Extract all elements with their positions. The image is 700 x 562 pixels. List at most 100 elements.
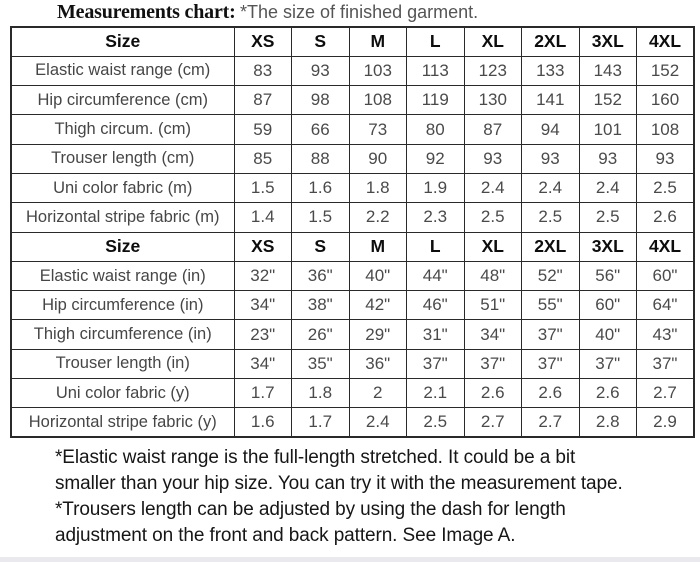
table-row: Hip circumference (in) 34" 38" 42" 46" 51" 55"… (10, 290, 695, 321)
cell-value: 37" (521, 319, 580, 350)
size-header-2xl: 2XL (521, 231, 580, 262)
cell-value: 80 (406, 114, 465, 145)
row-label: Thigh circumference (in) (10, 319, 235, 350)
cell-value: 34" (233, 348, 292, 380)
footnote-line: adjustment on the front and back pattern… (55, 525, 516, 547)
size-header-label: Size (10, 26, 235, 57)
row-label: Horizontal stripe fabric (y) (10, 407, 235, 438)
cell-value: 93 (291, 55, 350, 87)
cell-value: 26" (291, 319, 350, 350)
footnote-line: *Trousers length can be adjusted by usin… (55, 499, 566, 521)
cell-value: 160 (636, 85, 695, 116)
cell-value: 103 (348, 55, 407, 87)
cell-value: 52" (521, 260, 580, 292)
cell-value: 40" (348, 260, 407, 292)
table-row: Horizontal stripe fabric (y) 1.6 1.7 2.4 2.5… (10, 407, 695, 438)
cell-value: 133 (521, 55, 580, 87)
cell-value: 2.4 (578, 172, 637, 204)
cell-value: 2.7 (463, 407, 522, 438)
cell-value: 48" (463, 260, 522, 292)
cell-value: 1.7 (291, 407, 350, 438)
cell-value: 34" (233, 290, 292, 321)
size-header-3xl: 3XL (578, 231, 637, 262)
row-label: Elastic waist range (cm) (10, 55, 235, 87)
cell-value: 2.5 (521, 202, 580, 233)
cell-value: 2.8 (578, 407, 637, 438)
cell-value: 66 (291, 114, 350, 145)
row-label: Horizontal stripe fabric (m) (10, 202, 235, 233)
cell-value: 87 (463, 114, 522, 145)
footnote-line: *Elastic waist range is the full-length … (55, 447, 576, 469)
size-header-row: Size XS S M L XL 2XL 3XL 4XL (10, 231, 695, 262)
cell-value: 123 (463, 55, 522, 87)
cell-value: 2.6 (578, 378, 637, 409)
size-header-m: M (348, 231, 407, 262)
row-label: Hip circumference (cm) (10, 85, 235, 116)
row-label: Uni color fabric (m) (10, 172, 235, 204)
size-header-4xl: 4XL (636, 26, 695, 57)
cell-value: 2.6 (463, 378, 522, 409)
cell-value: 94 (521, 114, 580, 145)
cell-value: 2.4 (521, 172, 580, 204)
cell-value: 60" (578, 290, 637, 321)
row-label: Uni color fabric (y) (10, 378, 235, 409)
chart-title-bold: Measurements chart: (57, 1, 236, 23)
cell-value: 2.5 (578, 202, 637, 233)
cell-value: 93 (463, 143, 522, 174)
cell-value: 92 (406, 143, 465, 174)
row-label: Hip circumference (in) (10, 290, 235, 321)
table-row: Uni color fabric (m) 1.5 1.6 1.8 1.9 2.4 2.4 2.… (10, 172, 695, 204)
cell-value: 2.7 (636, 378, 695, 409)
table-row: Trouser length (cm) 85 88 90 92 93 93 93 93 (10, 143, 695, 174)
cell-value: 2.6 (521, 378, 580, 409)
measurements-table: Size XS S M L XL 2XL 3XL 4XL Elastic waist range … (10, 26, 695, 439)
cell-value: 152 (636, 55, 695, 87)
cell-value: 119 (406, 85, 465, 116)
cell-value: 64" (636, 290, 695, 321)
table-row: Thigh circum. (cm) 59 66 73 80 87 94 101 108 (10, 114, 695, 145)
table-row: Trouser length (in) 34" 35" 36" 37" 37" 37" 37"… (10, 348, 695, 380)
size-header-xs: XS (233, 26, 292, 57)
row-label: Elastic waist range (in) (10, 260, 235, 292)
cell-value: 93 (521, 143, 580, 174)
size-header-xl: XL (463, 26, 522, 57)
cell-value: 34" (463, 319, 522, 350)
table-row: Elastic waist range (cm) 83 93 103 113 123 133… (10, 55, 695, 87)
cell-value: 36" (348, 348, 407, 380)
cell-value: 2.9 (636, 407, 695, 438)
size-header-s: S (291, 231, 350, 262)
cell-value: 143 (578, 55, 637, 87)
cell-value: 1.6 (233, 407, 292, 438)
cell-value: 32" (233, 260, 292, 292)
size-header-xs: XS (233, 231, 292, 262)
cell-value: 2.2 (348, 202, 407, 233)
cell-value: 152 (578, 85, 637, 116)
cell-value: 2.6 (636, 202, 695, 233)
cell-value: 1.5 (291, 202, 350, 233)
cell-value: 108 (348, 85, 407, 116)
cell-value: 43" (636, 319, 695, 350)
cell-value: 2.7 (521, 407, 580, 438)
size-header-l: L (406, 26, 465, 57)
cell-value: 113 (406, 55, 465, 87)
bottom-strip (0, 557, 700, 562)
cell-value: 31" (406, 319, 465, 350)
cell-value: 59 (233, 114, 292, 145)
cell-value: 2.5 (406, 407, 465, 438)
size-header-m: M (348, 26, 407, 57)
cell-value: 2.4 (348, 407, 407, 438)
cell-value: 1.4 (233, 202, 292, 233)
cell-value: 36" (291, 260, 350, 292)
cell-value: 37" (521, 348, 580, 380)
cell-value: 1.8 (291, 378, 350, 409)
cell-value: 35" (291, 348, 350, 380)
cell-value: 56" (578, 260, 637, 292)
size-header-xl: XL (463, 231, 522, 262)
cell-value: 98 (291, 85, 350, 116)
table-row: Uni color fabric (y) 1.7 1.8 2 2.1 2.6 2.6 2.6 2… (10, 378, 695, 409)
cell-value: 2.4 (463, 172, 522, 204)
cell-value: 37" (463, 348, 522, 380)
chart-title: Measurements chart: *The size of finishe… (57, 0, 700, 26)
cell-value: 1.6 (291, 172, 350, 204)
cell-value: 60" (636, 260, 695, 292)
